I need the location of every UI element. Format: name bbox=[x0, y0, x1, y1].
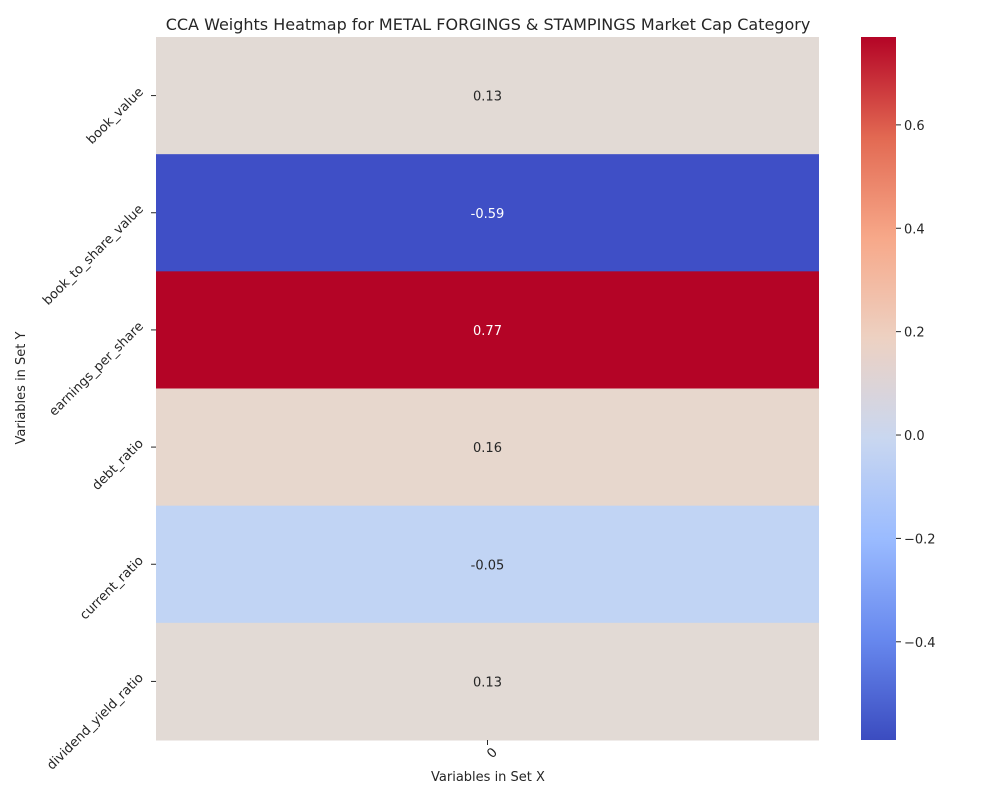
cell-value-label: 0.77 bbox=[473, 324, 502, 339]
y-tick-label: book_value bbox=[84, 85, 147, 148]
heatmap-cell bbox=[156, 271, 819, 389]
y-tick-label: debt_ratio bbox=[89, 436, 146, 493]
y-tick-label: current_ratio bbox=[77, 553, 147, 623]
colorbar-tick-label: 0.4 bbox=[904, 222, 925, 237]
colorbar: 0.6 0.4 0.2 0.0 −0.2 −0.4 bbox=[861, 37, 936, 740]
heatmap-cell bbox=[156, 154, 819, 272]
colorbar-tick-label: −0.4 bbox=[904, 636, 936, 651]
colorbar-tick-label: 0.0 bbox=[904, 429, 925, 444]
y-tick-label: earnings_per_share bbox=[47, 319, 147, 419]
x-tick-labels: 0 bbox=[484, 740, 501, 762]
y-tick-labels: book_value book_to_share_valueearnings_pe… bbox=[40, 85, 156, 773]
cell-value-label: -0.59 bbox=[471, 207, 505, 222]
colorbar-gradient bbox=[861, 37, 896, 740]
x-axis-label: Variables in Set X bbox=[431, 770, 545, 785]
cell-value-label: -0.05 bbox=[471, 558, 505, 573]
heatmap-cells: 0.13 -0.59 0.77 0.16 -0.05 0.13 bbox=[156, 37, 819, 741]
colorbar-tick-label: 0.6 bbox=[904, 119, 925, 134]
y-axis-label: Variables in Set Y bbox=[14, 331, 29, 444]
colorbar-tick-label: −0.2 bbox=[904, 532, 936, 547]
cell-value-label: 0.16 bbox=[473, 441, 502, 456]
heatmap-cell bbox=[156, 37, 819, 155]
chart-title: CCA Weights Heatmap for METAL FORGINGS &… bbox=[166, 15, 811, 34]
cell-value-label: 0.13 bbox=[473, 675, 502, 690]
heatmap-cell bbox=[156, 622, 819, 741]
y-tick-label: dividend_yield_ratio bbox=[44, 671, 147, 774]
heatmap-cell bbox=[156, 505, 819, 624]
cell-value-label: 0.13 bbox=[473, 90, 502, 105]
x-tick-label: 0 bbox=[484, 745, 500, 761]
colorbar-tick-label: 0.2 bbox=[904, 326, 925, 341]
heatmap-cell bbox=[156, 388, 819, 507]
y-tick-label: book_to_share_value bbox=[40, 202, 147, 309]
